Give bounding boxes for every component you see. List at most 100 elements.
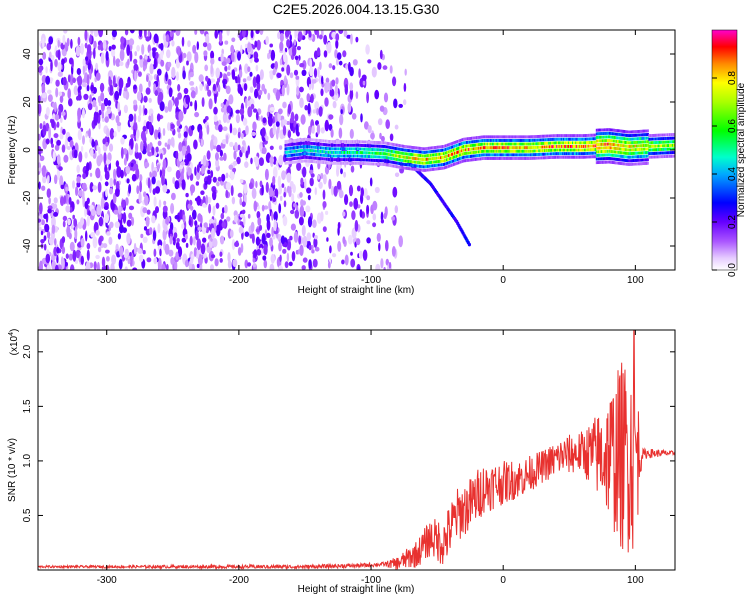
signal-cell (641, 133, 643, 137)
noise-cell (272, 69, 276, 76)
signal-cell (654, 144, 656, 148)
noise-cell (366, 237, 371, 244)
signal-cell (611, 150, 614, 154)
signal-cell (407, 145, 409, 149)
signal-cell (491, 142, 494, 146)
noise-cell (85, 230, 88, 242)
noise-cell (230, 229, 234, 238)
signal-cell (367, 158, 370, 162)
signal-cell (511, 135, 514, 139)
noise-cell (242, 140, 246, 146)
signal-cell (631, 134, 633, 137)
signal-cell (618, 129, 621, 133)
signal-cell (357, 154, 360, 158)
signal-cell (478, 146, 481, 150)
noise-cell (311, 249, 315, 254)
signal-cell (542, 156, 544, 160)
noise-cell (199, 30, 205, 35)
signal-cell (413, 146, 415, 150)
noise-cell (307, 194, 311, 201)
signal-cell (465, 144, 468, 148)
signal-cell (387, 163, 390, 167)
noise-cell (309, 169, 314, 174)
signal-cell (313, 138, 315, 142)
noise-cell (282, 248, 287, 254)
signal-cell (350, 154, 353, 158)
noise-cell (104, 116, 109, 123)
noise-cell (199, 83, 204, 91)
signal-cell (558, 145, 560, 148)
noise-cell (205, 75, 209, 82)
noise-cell (76, 176, 81, 184)
signal-cell (609, 142, 612, 146)
signal-cell (296, 160, 298, 164)
signal-cell (301, 145, 303, 149)
signal-cell (577, 155, 580, 159)
signal-cell (514, 153, 517, 157)
signal-cell (333, 147, 335, 151)
signal-cell (362, 162, 365, 165)
signal-cell (317, 139, 319, 142)
signal-cell (595, 139, 598, 143)
signal-cell (373, 144, 376, 148)
noise-cell (404, 68, 407, 76)
noise-cell (348, 184, 354, 197)
signal-cell (603, 142, 606, 146)
noise-cell (105, 188, 108, 198)
noise-cell (270, 253, 275, 264)
noise-cell (197, 256, 203, 266)
signal-cell (630, 144, 633, 148)
signal-cell (651, 144, 653, 148)
signal-cell (439, 156, 441, 160)
signal-cell (598, 135, 601, 139)
signal-cell (400, 166, 403, 169)
signal-cell (607, 142, 610, 146)
noise-cell (298, 235, 302, 245)
signal-cell (469, 137, 472, 140)
noise-cell (123, 253, 128, 259)
signal-cell (569, 137, 571, 141)
noise-cell (215, 67, 220, 79)
signal-cell (649, 141, 651, 145)
signal-cell (588, 144, 591, 148)
noise-cell (338, 60, 343, 66)
signal-cell (330, 143, 332, 147)
signal-cell (493, 139, 496, 142)
signal-cell (561, 152, 563, 156)
signal-cell (359, 140, 362, 144)
noise-cell (358, 250, 363, 259)
noise-cell (244, 231, 250, 237)
noise-cell (338, 30, 344, 34)
signal-cell (303, 137, 305, 141)
signal-cell (323, 143, 325, 146)
noise-cell (133, 99, 138, 106)
signal-cell (497, 157, 500, 160)
signal-cell (515, 153, 518, 157)
signal-cell (437, 160, 439, 163)
signal-cell (527, 142, 529, 146)
signal-cell (638, 158, 640, 162)
signal-cell (525, 153, 527, 157)
signal-cell (317, 157, 319, 160)
signal-cell (632, 148, 634, 152)
signal-cell (332, 154, 334, 158)
signal-cell (341, 140, 343, 144)
signal-cell (568, 137, 570, 141)
noise-cell (80, 145, 84, 152)
signal-cell (570, 145, 572, 148)
signal-cell (484, 149, 487, 153)
signal-cell (285, 154, 288, 158)
signal-cell (330, 158, 332, 161)
noise-cell (98, 30, 103, 38)
signal-cell (326, 157, 328, 161)
signal-cell (305, 148, 307, 152)
signal-cell (496, 146, 499, 150)
signal-cell (626, 148, 629, 152)
noise-cell (335, 77, 339, 85)
signal-cell (602, 135, 605, 139)
signal-cell (349, 147, 351, 151)
signal-cell (288, 157, 291, 161)
noise-cell (256, 39, 261, 51)
signal-cell (606, 160, 609, 164)
noise-cell (271, 211, 274, 221)
